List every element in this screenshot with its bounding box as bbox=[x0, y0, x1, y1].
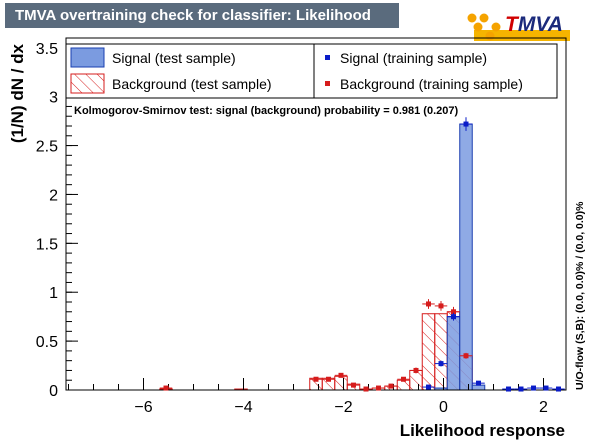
signal-test-bar bbox=[471, 384, 486, 391]
signal-train-point bbox=[543, 385, 549, 391]
legend-marker-background-train bbox=[325, 81, 330, 86]
logo-dot bbox=[467, 13, 477, 23]
background-train-point bbox=[313, 376, 319, 382]
background-train-point bbox=[388, 383, 394, 389]
background-train-point bbox=[376, 385, 381, 391]
y-tick-label: 1.5 bbox=[36, 236, 58, 253]
y-tick-label: 2 bbox=[49, 187, 58, 204]
signal-train-point bbox=[518, 386, 524, 392]
background-train-point bbox=[463, 353, 469, 359]
background-test-bar bbox=[434, 313, 448, 391]
legend-marker-signal-train bbox=[325, 55, 330, 60]
signal-test-bar bbox=[446, 316, 461, 391]
signal-train-point bbox=[506, 386, 511, 392]
y-tick-label: 3.5 bbox=[36, 41, 58, 58]
signal-train-point bbox=[476, 380, 481, 386]
logo-text: TMVA bbox=[505, 13, 563, 36]
logo-dot bbox=[491, 22, 501, 32]
legend-label-signal-train: Signal (training sample) bbox=[340, 50, 487, 66]
background-test-bar bbox=[421, 313, 436, 391]
plot-title: TMVA overtraining check for classifier: … bbox=[5, 3, 399, 28]
background-train-point bbox=[438, 303, 444, 309]
y-tick-label: 3 bbox=[49, 90, 58, 107]
overflow-label: U/O-flow (S,B): (0.0, 0.0)% / (0.0, 0.0)… bbox=[574, 201, 586, 390]
background-train-point bbox=[338, 372, 344, 378]
legend-label-background-train: Background (training sample) bbox=[340, 76, 523, 92]
logo-yellow-bar bbox=[474, 30, 570, 41]
background-train-point bbox=[326, 376, 331, 382]
x-tick-label: −4 bbox=[234, 399, 252, 416]
background-train-point bbox=[363, 386, 369, 392]
y-tick-label: 0 bbox=[49, 383, 58, 400]
y-tick-label: 1 bbox=[49, 285, 58, 302]
background-train-point bbox=[401, 376, 406, 382]
logo-dot bbox=[479, 13, 489, 23]
ks-test-text: Kolmogorov-Smirnov test: signal (backgro… bbox=[74, 105, 458, 117]
legend-label-signal-test: Signal (test sample) bbox=[112, 50, 236, 66]
background-test-bar bbox=[334, 375, 348, 391]
signal-test-bar bbox=[459, 123, 473, 391]
x-axis-label: Likelihood response bbox=[400, 421, 565, 440]
legend-swatch-background-test bbox=[70, 73, 105, 94]
legend-label-background-test: Background (test sample) bbox=[112, 76, 272, 92]
background-train-point bbox=[451, 309, 456, 315]
signal-train-point bbox=[531, 385, 536, 391]
background-train-point bbox=[351, 382, 356, 388]
x-tick-label: 2 bbox=[539, 399, 548, 416]
background-train-point bbox=[426, 301, 431, 307]
signal-train-point bbox=[438, 361, 444, 367]
y-tick-label: 2.5 bbox=[36, 139, 58, 156]
background-train-point bbox=[163, 385, 169, 391]
signal-train-point bbox=[463, 121, 469, 127]
signal-train-point bbox=[426, 384, 431, 390]
background-train-point bbox=[413, 367, 419, 373]
signal-train-point bbox=[451, 314, 456, 320]
x-tick-label: 0 bbox=[439, 399, 448, 416]
x-tick-label: −6 bbox=[134, 399, 152, 416]
legend-box bbox=[65, 43, 558, 99]
legend-swatch-signal-test bbox=[70, 47, 105, 68]
y-tick-label: 0.5 bbox=[36, 334, 58, 351]
x-tick-label: −2 bbox=[334, 399, 352, 416]
logo-dot bbox=[473, 22, 483, 32]
y-axis-label: (1/N) dN / dx bbox=[8, 43, 27, 143]
signal-train-point bbox=[556, 386, 561, 392]
